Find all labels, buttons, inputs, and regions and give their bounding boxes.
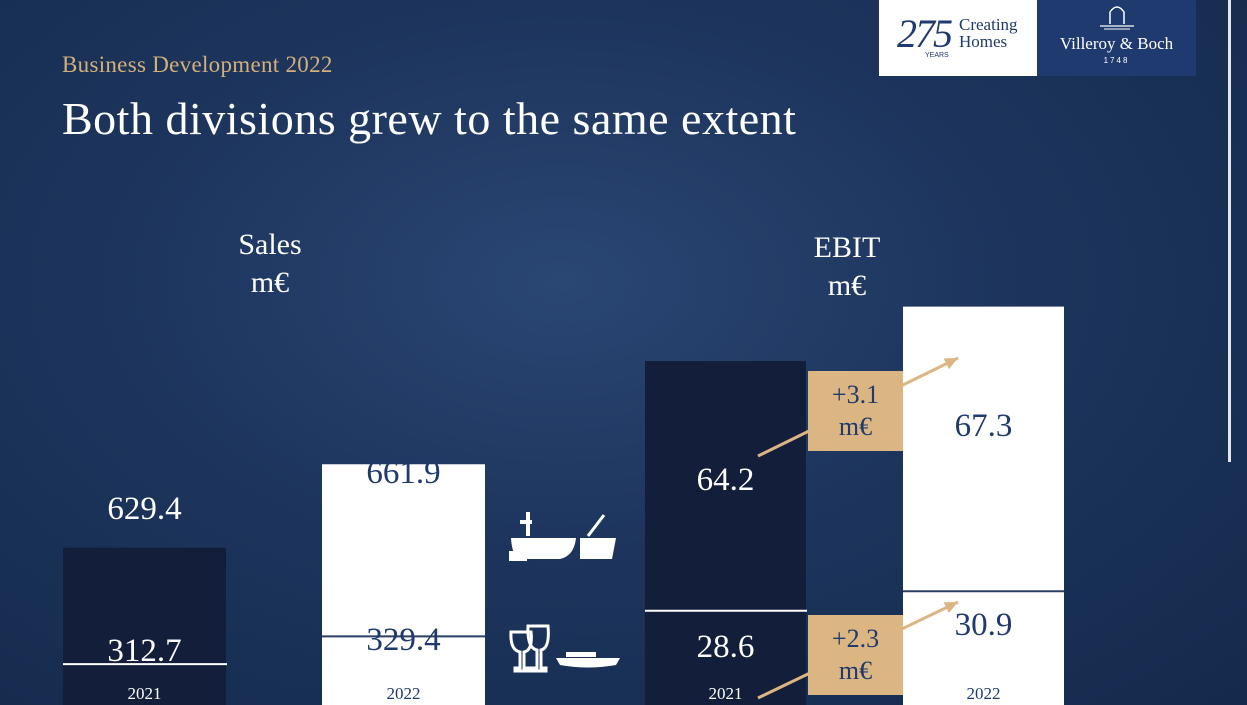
ebit-bar-2022-upper — [903, 306, 1064, 592]
ebit-bar-2021-upper — [645, 361, 806, 611]
sales-value-label-2022-upper: 661.9 — [366, 455, 440, 491]
sales-value-label-2021-lower: 312.7 — [107, 633, 181, 669]
ebit-growth-unit-2: m€ — [839, 656, 872, 685]
ebit-growth-unit-1: m€ — [839, 412, 872, 441]
ebit-growth-arrowhead-2 — [943, 602, 958, 614]
page-title: Both divisions grew to the same extent — [62, 93, 797, 144]
sales-chart-title: Sales — [238, 228, 302, 261]
ebit-growth-arrowhead-1 — [943, 358, 958, 370]
ebit-value-label-2021-lower: 28.6 — [697, 629, 755, 665]
brand-year: 1748 — [1103, 56, 1130, 65]
ebit-category-label-2022: 2022 — [967, 684, 1001, 703]
brand-logo: Villeroy & Boch 1748 — [1037, 0, 1196, 76]
ebit-chart-heading: EBIT m€ — [767, 229, 927, 305]
sales-bar-2022-upper — [322, 464, 485, 637]
anniversary-years: YEARS — [925, 52, 949, 59]
bathroom-icon — [509, 512, 616, 561]
ebit-chart-title: EBIT — [813, 231, 881, 264]
fountain-icon — [1100, 6, 1134, 30]
sales-bar-2021-lower — [63, 664, 226, 705]
ebit-chart-unit: m€ — [827, 269, 867, 302]
ebit-growth-value-1: +3.1 — [832, 380, 879, 409]
anniversary-number: 275 — [897, 11, 953, 56]
ebit-value-label-2022-lower: 30.9 — [955, 607, 1013, 643]
page-subtitle: Business Development 2022 — [62, 52, 333, 77]
scrollbar[interactable] — [1228, 0, 1231, 462]
ebit-value-label-2021-upper: 64.2 — [697, 462, 755, 498]
sales-bar-2022-lower — [322, 636, 485, 705]
sales-category-label-2022: 2022 — [387, 684, 421, 703]
ebit-growth-value-2: +2.3 — [832, 624, 879, 653]
sales-value-label-2022-lower: 329.4 — [366, 622, 440, 658]
ebit-growth-box-1 — [808, 371, 903, 451]
ebit-value-label-2022-upper: 67.3 — [955, 408, 1013, 444]
tagline-line2: Homes — [959, 32, 1008, 51]
tagline-line1: Creating — [959, 15, 1018, 34]
tagline: Creating Homes — [959, 16, 1018, 50]
anniversary-logo: 275 YEARS Creating Homes — [879, 0, 1037, 76]
sales-bar-2021-upper — [63, 547, 226, 665]
sales-category-label-2021: 2021 — [128, 684, 162, 703]
sales-chart-heading: Sales m€ — [190, 226, 350, 302]
sales-chart-unit: m€ — [250, 266, 290, 299]
ebit-bar-2022-lower — [903, 591, 1064, 705]
ebit-category-label-2021: 2021 — [709, 684, 743, 703]
ebit-growth-box-2 — [808, 615, 903, 695]
sales-value-label-2021-upper: 629.4 — [107, 491, 181, 527]
brand-name: Villeroy & Boch — [1059, 34, 1174, 53]
dining-icon — [509, 624, 620, 673]
